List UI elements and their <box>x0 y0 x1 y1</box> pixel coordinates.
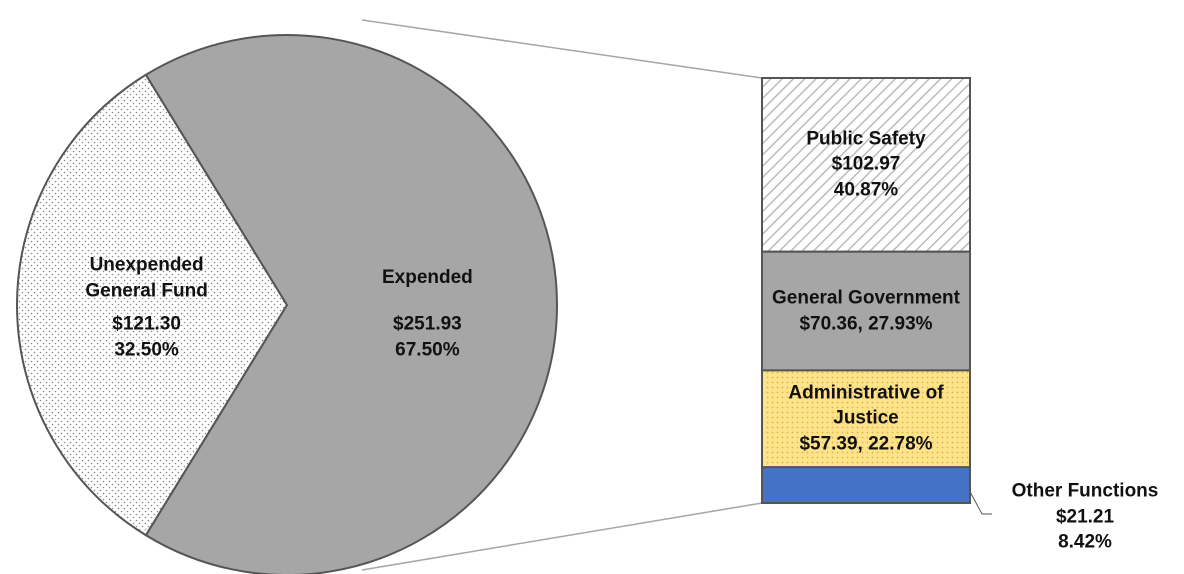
segment-label: Public Safety $102.97 40.87% <box>767 126 965 203</box>
segment-label: General Government $70.36, 27.93% <box>767 285 965 336</box>
segment-name: General Government <box>772 287 960 309</box>
segment-value-label: $21.21 8.42% <box>1055 506 1115 553</box>
slice-name: Unexpended General Fund <box>85 254 208 301</box>
segment-value-label: $102.97 40.87% <box>831 154 901 201</box>
segment-name: Administrative of Justice <box>788 382 944 429</box>
slice-value-label: $121.30 32.50% <box>112 313 181 360</box>
pie-slice <box>16 73 289 537</box>
segment-value-label: $57.39, 22.78% <box>799 433 933 455</box>
bar-segment <box>761 77 971 253</box>
segment-name: Other Functions <box>1011 480 1159 502</box>
segment-label: Administrative of Justice $57.39, 22.78% <box>767 380 965 457</box>
segment-value-label: $70.36, 27.93% <box>799 313 933 335</box>
slice-name: Expended <box>381 267 473 289</box>
connector-line <box>361 19 763 79</box>
leader-line <box>967 487 992 515</box>
segment-name: Public Safety <box>806 128 926 150</box>
slice-value-label: $251.93 67.50% <box>393 313 462 360</box>
bar-segment <box>761 250 971 372</box>
bar-segment <box>761 369 971 469</box>
segment-label: Other Functions $21.21 8.42% <box>990 479 1180 556</box>
bar-segment <box>761 466 971 504</box>
connector-line <box>361 502 763 571</box>
